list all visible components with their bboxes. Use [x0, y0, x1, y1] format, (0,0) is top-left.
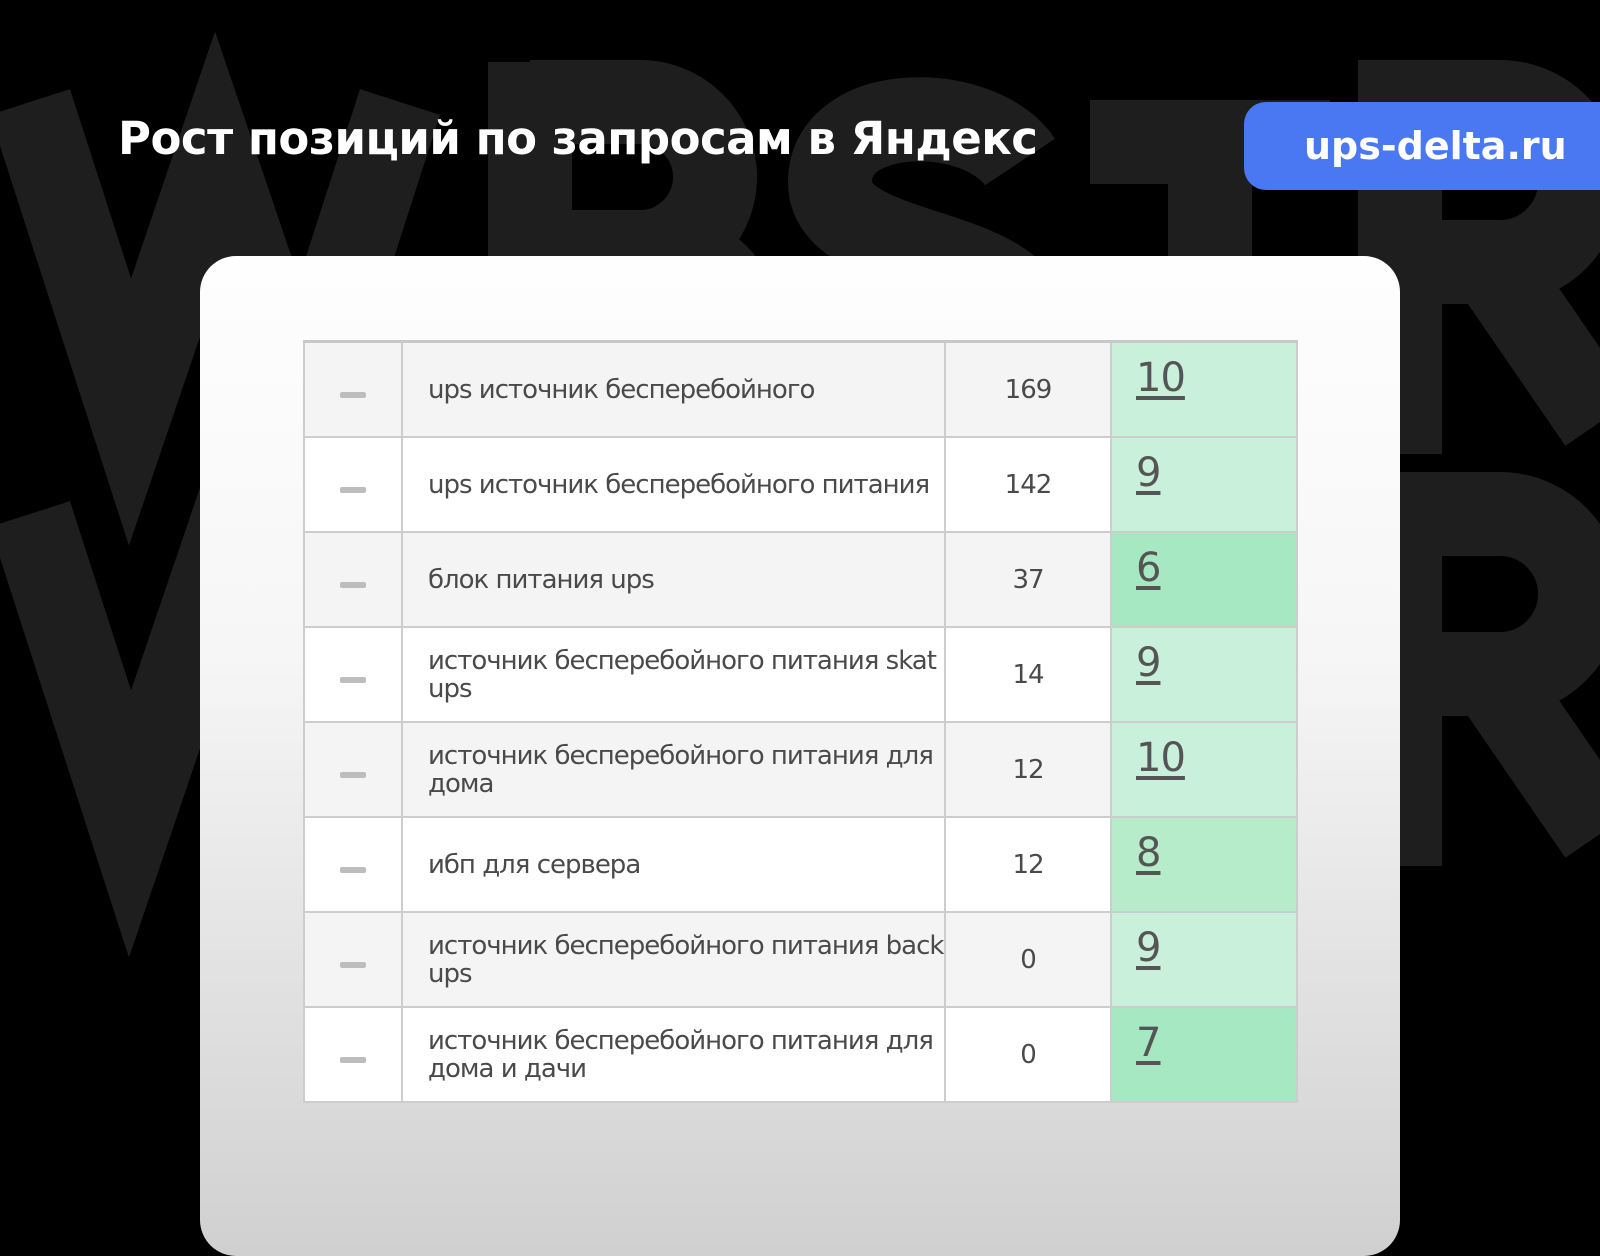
- expand-cell[interactable]: [303, 340, 403, 438]
- frequency-cell: 14: [944, 626, 1112, 723]
- minus-icon[interactable]: [340, 676, 366, 683]
- table-row: источник бесперебойного питания для дома…: [303, 721, 1298, 818]
- position-link[interactable]: 7: [1136, 1020, 1161, 1066]
- expand-cell[interactable]: [303, 1006, 403, 1103]
- table-row: блок питания ups 37 6: [303, 531, 1298, 628]
- position-link[interactable]: 9: [1136, 925, 1161, 971]
- position-cell: 10: [1110, 340, 1298, 438]
- minus-icon[interactable]: [340, 961, 366, 968]
- query-cell: ups источник бесперебойного: [401, 340, 946, 438]
- position-cell: 8: [1110, 816, 1298, 913]
- expand-cell[interactable]: [303, 626, 403, 723]
- table-row: источник бесперебойного питания для дома…: [303, 1006, 1298, 1103]
- position-cell: 9: [1110, 436, 1298, 533]
- expand-cell[interactable]: [303, 721, 403, 818]
- table-row: ибп для сервера 12 8: [303, 816, 1298, 913]
- table-row: ups источник бесперебойного 169 10: [303, 340, 1298, 438]
- minus-icon[interactable]: [340, 581, 366, 588]
- expand-cell[interactable]: [303, 816, 403, 913]
- query-cell: блок питания ups: [401, 531, 946, 628]
- minus-icon[interactable]: [340, 866, 366, 873]
- position-link[interactable]: 9: [1136, 640, 1161, 686]
- expand-cell[interactable]: [303, 436, 403, 533]
- position-link[interactable]: 10: [1136, 735, 1186, 781]
- position-cell: 6: [1110, 531, 1298, 628]
- position-cell: 9: [1110, 911, 1298, 1008]
- minus-icon[interactable]: [340, 771, 366, 778]
- minus-icon[interactable]: [340, 486, 366, 493]
- query-cell: ибп для сервера: [401, 816, 946, 913]
- query-cell: источник бесперебойного питания skat ups: [401, 626, 946, 723]
- position-link[interactable]: 9: [1136, 450, 1161, 496]
- page-title: Рост позиций по запросам в Яндекс: [118, 112, 1038, 165]
- table-row: ups источник бесперебойного питания 142 …: [303, 436, 1298, 533]
- query-cell: источник бесперебойного питания back ups: [401, 911, 946, 1008]
- position-link[interactable]: 10: [1136, 355, 1186, 401]
- frequency-cell: 142: [944, 436, 1112, 533]
- position-cell: 9: [1110, 626, 1298, 723]
- query-cell: источник бесперебойного питания для дома…: [401, 1006, 946, 1103]
- position-link[interactable]: 8: [1136, 830, 1161, 876]
- frequency-cell: 0: [944, 911, 1112, 1008]
- frequency-cell: 169: [944, 340, 1112, 438]
- position-cell: 10: [1110, 721, 1298, 818]
- frequency-cell: 12: [944, 816, 1112, 913]
- table-row: источник бесперебойного питания back ups…: [303, 911, 1298, 1008]
- table-row: источник бесперебойного питания skat ups…: [303, 626, 1298, 723]
- minus-icon[interactable]: [340, 391, 366, 398]
- frequency-cell: 37: [944, 531, 1112, 628]
- position-cell: 7: [1110, 1006, 1298, 1103]
- position-link[interactable]: 6: [1136, 545, 1161, 591]
- site-badge: ups-delta.ru: [1244, 102, 1600, 190]
- query-cell: источник бесперебойного питания для дома: [401, 721, 946, 818]
- minus-icon[interactable]: [340, 1056, 366, 1063]
- positions-table: ups источник бесперебойного 169 10 ups и…: [303, 340, 1298, 1103]
- frequency-cell: 12: [944, 721, 1112, 818]
- expand-cell[interactable]: [303, 531, 403, 628]
- query-cell: ups источник бесперебойного питания: [401, 436, 946, 533]
- frequency-cell: 0: [944, 1006, 1112, 1103]
- expand-cell[interactable]: [303, 911, 403, 1008]
